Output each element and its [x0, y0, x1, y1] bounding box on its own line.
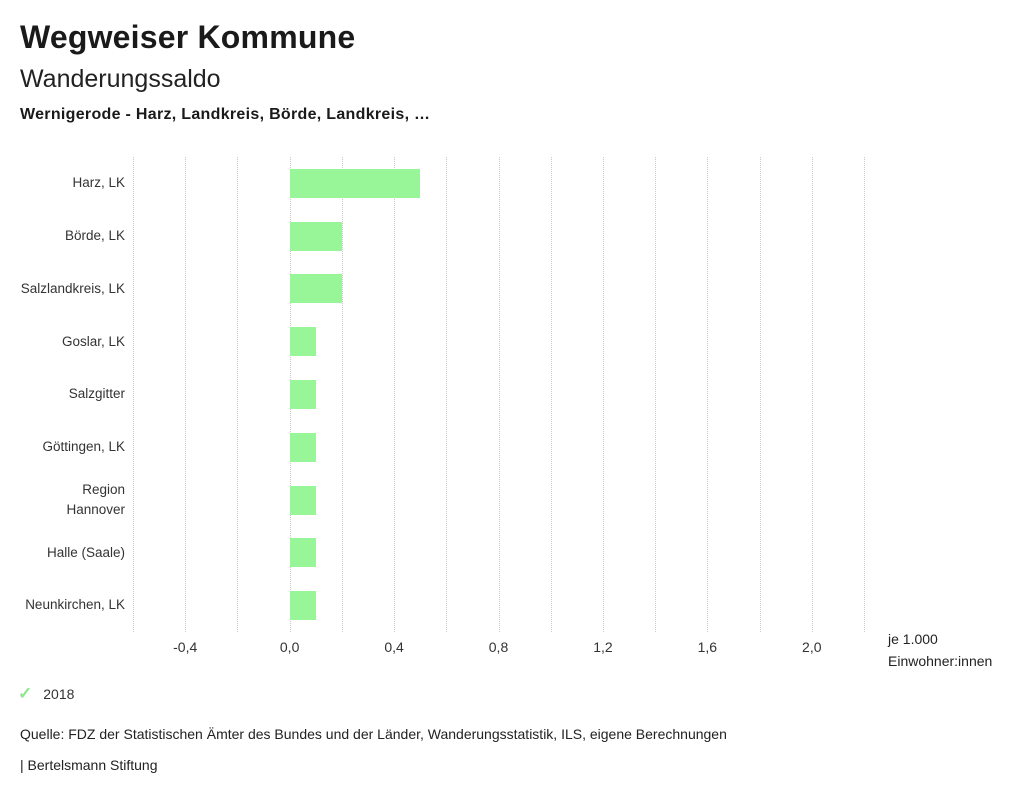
gridline: [550, 157, 552, 632]
gridline: [394, 157, 396, 632]
category-label: Börde, LK: [64, 228, 125, 244]
category-label: Halle (Saale): [46, 544, 125, 560]
bar[interactable]: [289, 274, 342, 304]
x-tick-label: 0,0: [279, 639, 300, 655]
x-tick-label: 2,0: [802, 639, 822, 655]
x-axis-ticks: -0,4 0,0 0,4 0,8 1,2 1,6 2,0: [133, 639, 864, 659]
gridline: [133, 157, 134, 632]
category-axis: Harz, LK Börde, LK Salzlandkreis, LK Goslar…: [0, 157, 125, 632]
check-icon[interactable]: ✓: [18, 684, 33, 703]
unit-label-line2: Einwohner:innen: [888, 653, 993, 669]
gridline: [498, 157, 500, 632]
plot-area: [133, 157, 865, 632]
x-tick-label: 1,2: [593, 639, 613, 655]
category-label: Neunkirchen, LK: [25, 597, 125, 613]
legend-year-label[interactable]: 2018: [43, 685, 75, 702]
category-label: Region Hannover: [66, 481, 125, 518]
bar[interactable]: [289, 485, 316, 515]
x-axis-unit-label: je 1.000 Einwohner:innen: [888, 628, 992, 672]
bar[interactable]: [289, 168, 421, 198]
gridline: [707, 157, 709, 632]
category-label: Salzlandkreis, LK: [20, 280, 125, 296]
legend-item-2018[interactable]: ✓ 2018: [18, 685, 74, 702]
gridline: [185, 157, 187, 632]
bar[interactable]: [289, 432, 316, 462]
chart-title: Wanderungssaldo: [20, 65, 221, 93]
x-tick-label: -0,4: [173, 639, 198, 655]
gridline: [341, 157, 343, 632]
bar[interactable]: [289, 221, 342, 251]
gridline: [811, 157, 813, 632]
category-label: Goslar, LK: [61, 333, 125, 349]
bar[interactable]: [289, 591, 316, 621]
category-label: Salzgitter: [68, 386, 125, 402]
gridline: [759, 157, 761, 632]
page-title: Wegweiser Kommune: [20, 19, 356, 55]
gridline: [237, 157, 239, 632]
category-label: Harz, LK: [72, 175, 125, 191]
gridline: [864, 157, 865, 632]
x-tick-label: 0,8: [488, 639, 509, 655]
gridline: [655, 157, 657, 632]
unit-label-line1: je 1.000: [888, 631, 938, 647]
gridline: [602, 157, 604, 632]
bar[interactable]: [289, 538, 316, 568]
x-tick-label: 1,6: [697, 639, 718, 655]
bar[interactable]: [289, 327, 316, 357]
gridline: [446, 157, 448, 632]
selection-subtitle: Wernigerode - Harz, Landkreis, Börde, La…: [20, 106, 431, 123]
attribution-text: | Bertelsmann Stiftung: [20, 757, 158, 773]
source-text: Quelle: FDZ der Statistischen Ämter des …: [20, 726, 727, 742]
category-label: Göttingen, LK: [42, 439, 125, 455]
bar[interactable]: [289, 380, 316, 409]
x-tick-label: 0,4: [384, 639, 404, 655]
